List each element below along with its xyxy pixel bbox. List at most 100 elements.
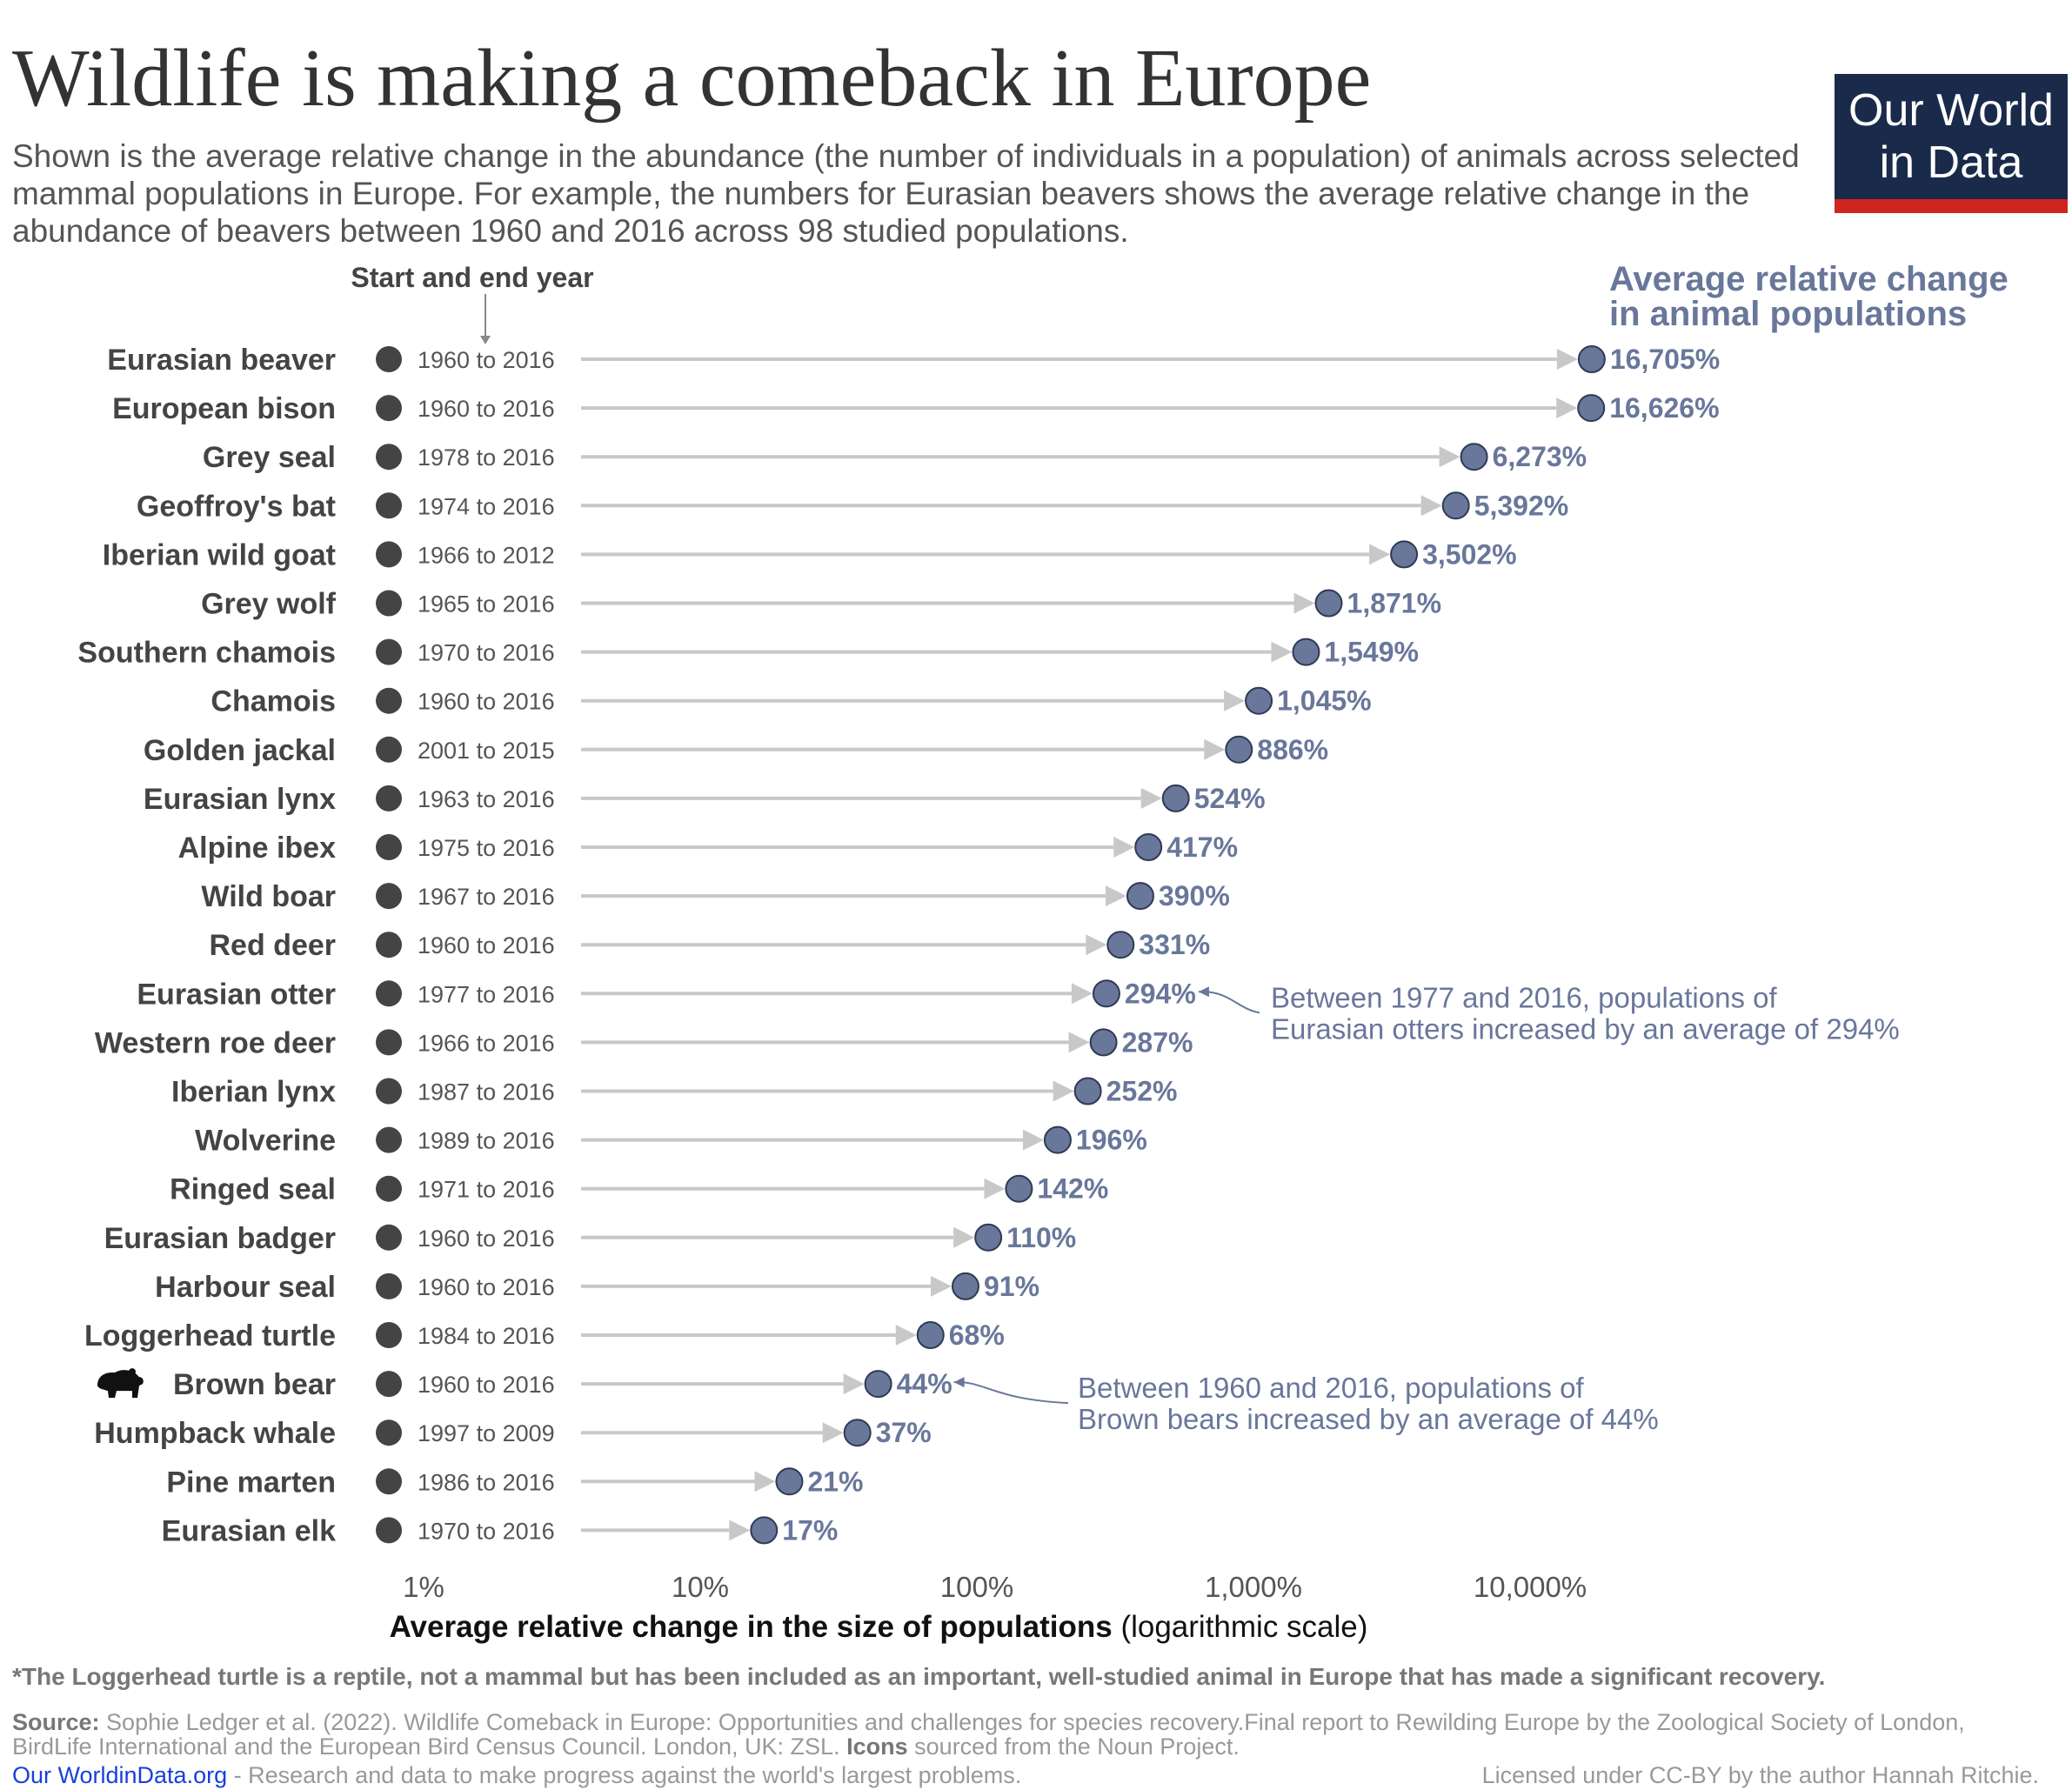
value-point (1460, 443, 1488, 471)
logo-red-bar (1835, 199, 2068, 213)
change-arrowhead (1022, 1129, 1044, 1151)
year-range-label: 1960 to 2016 (418, 932, 555, 958)
year-range-label: 1960 to 2016 (418, 347, 555, 373)
value-label: 1,045% (1277, 685, 1372, 717)
start-dot (376, 736, 402, 763)
value-column-header-line1: Average relative change (1609, 260, 2009, 298)
value-label: 1,549% (1324, 637, 1419, 668)
data-row: Eurasian otter 1977 to 2016 294% (137, 978, 1195, 1011)
value-point (1092, 979, 1120, 1008)
value-label: 886% (1257, 734, 1328, 765)
data-row: Iberian lynx 1987 to 2016 252% (171, 1076, 1177, 1109)
value-point (1314, 589, 1343, 618)
row-label: European bison (112, 392, 336, 425)
change-arrowhead (1113, 837, 1135, 858)
row-label: Alpine ibex (178, 832, 336, 865)
owid-tagline: - Research and data to make progress aga… (233, 1762, 1022, 1788)
icons-label: Icons (846, 1733, 908, 1760)
row-label: Eurasian lynx (144, 783, 336, 816)
value-point (1577, 394, 1606, 423)
start-dot (376, 1419, 402, 1446)
value-label: 390% (1159, 880, 1230, 912)
source-label: Source: (12, 1709, 100, 1735)
change-arrowhead (1140, 787, 1162, 809)
value-point (1106, 931, 1135, 959)
value-label: 17% (782, 1514, 838, 1546)
year-range-label: 1974 to 2016 (418, 493, 555, 519)
start-dot (376, 1371, 402, 1398)
start-dot (376, 1322, 402, 1348)
x-tick-label: 1,000% (1205, 1571, 1302, 1603)
year-column-header: Start and end year (351, 262, 593, 293)
row-label: Grey wolf (201, 588, 337, 621)
owid-logo-text: Our World in Data (1835, 84, 2068, 189)
data-row: Chamois 1960 to 2016 1,045% (211, 685, 1371, 718)
owid-logo[interactable]: Our World in Data (1835, 74, 2068, 213)
change-arrowhead (1068, 1032, 1090, 1053)
value-label: 5,392% (1474, 490, 1569, 521)
value-label: 294% (1125, 978, 1196, 1009)
year-range-label: 1984 to 2016 (418, 1323, 555, 1349)
value-point (1390, 540, 1419, 569)
source-text: Source: Sophie Ledger et al. (2022). Wil… (12, 1710, 2030, 1759)
start-dot (376, 346, 402, 372)
data-row: Brown bear 1960 to 2016 44% (173, 1368, 952, 1401)
value-label: 44% (897, 1368, 952, 1399)
change-arrowhead (1071, 983, 1093, 1005)
start-dot (376, 492, 402, 519)
change-arrowhead (1105, 885, 1126, 907)
year-range-label: 1970 to 2016 (418, 640, 555, 666)
row-label: Eurasian beaver (107, 344, 336, 377)
value-label: 91% (984, 1271, 1039, 1302)
row-label: Grey seal (203, 441, 336, 474)
data-row: Western roe deer 1966 to 2016 287% (95, 1026, 1193, 1059)
change-arrowhead (1556, 349, 1578, 370)
bear-icon (97, 1368, 144, 1399)
start-dot (376, 1078, 402, 1105)
year-range-label: 1971 to 2016 (418, 1177, 555, 1203)
row-label: Loggerhead turtle (84, 1319, 336, 1353)
row-label: Eurasian badger (104, 1222, 336, 1255)
row-label: Humpback whale (94, 1417, 336, 1450)
row-label: Iberian lynx (171, 1076, 336, 1109)
annotation-line-1: Between 1977 and 2016, populations of (1271, 981, 1777, 1013)
x-axis-title: Average relative change in the size of p… (390, 1610, 1368, 1644)
x-tick-label: 10% (672, 1571, 729, 1603)
row-label: Wild boar (201, 880, 336, 913)
data-row: Eurasian beaver 1960 to 2016 16,705% (107, 344, 1720, 377)
start-dot (376, 444, 402, 471)
data-row: Wild boar 1967 to 2016 390% (201, 880, 1229, 913)
value-point (750, 1516, 779, 1545)
data-row: Grey wolf 1965 to 2016 1,871% (201, 588, 1441, 621)
annotation-arrowhead (1198, 986, 1209, 998)
year-range-label: 1987 to 2016 (418, 1079, 555, 1105)
change-arrowhead (1271, 641, 1293, 663)
value-label: 110% (1006, 1222, 1076, 1253)
change-arrowhead (1086, 934, 1107, 956)
row-label: Eurasian elk (162, 1514, 336, 1547)
value-label: 331% (1139, 929, 1210, 960)
change-arrowhead (953, 1226, 975, 1248)
value-label: 16,705% (1610, 344, 1720, 375)
change-arrowhead (1420, 495, 1442, 517)
chart-subtitle: Shown is the average relative change in … (12, 138, 1800, 249)
value-point (1134, 833, 1163, 861)
owid-link[interactable]: Our WorldinData.org (12, 1762, 228, 1788)
value-point (1292, 638, 1320, 666)
value-point (843, 1419, 872, 1447)
start-dot (376, 687, 402, 714)
start-dot (376, 1517, 402, 1544)
value-point (951, 1272, 979, 1300)
change-arrowhead (822, 1422, 844, 1444)
year-range-label: 1975 to 2016 (418, 835, 555, 861)
data-row: Iberian wild goat 1966 to 2012 3,502% (103, 538, 1517, 571)
x-tick-label: 100% (940, 1571, 1013, 1603)
row-label: Ringed seal (170, 1173, 336, 1206)
row-label: Southern chamois (77, 637, 336, 670)
data-row: Golden jackal 2001 to 2015 886% (144, 734, 1328, 767)
start-dot (376, 1126, 402, 1153)
year-range-label: 1960 to 2016 (418, 1274, 555, 1300)
value-point (1441, 491, 1470, 520)
row-label: Western roe deer (95, 1026, 336, 1059)
change-arrowhead (1369, 544, 1391, 565)
